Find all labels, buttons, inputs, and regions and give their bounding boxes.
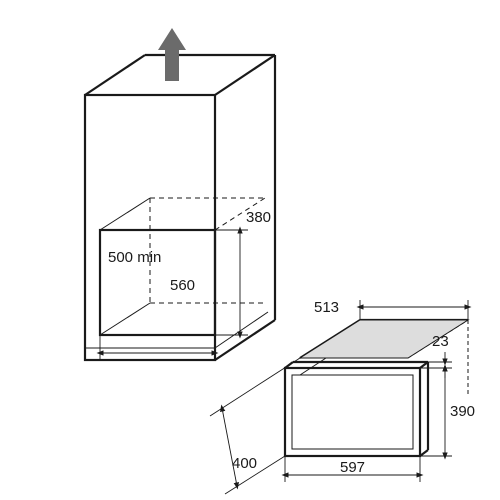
dim-label: 597: [340, 459, 365, 476]
dim-cavity-depth: 500 min: [108, 249, 161, 266]
dim-label: 513: [314, 299, 339, 316]
dim-side-depth: 400: [210, 358, 300, 494]
dim-label: 560: [170, 277, 195, 294]
dim-label: 23: [432, 333, 449, 350]
dim-label: 390: [450, 403, 475, 420]
dim-body-top: 513: [314, 299, 468, 320]
dim-label: 400: [232, 455, 257, 472]
dim-label: 380: [246, 209, 271, 226]
dim-label: 500 min: [108, 249, 161, 266]
cabinet-outline: [85, 55, 275, 360]
installation-diagram: 380 560 500 min: [0, 0, 500, 500]
dim-front-width: 597: [285, 456, 420, 482]
